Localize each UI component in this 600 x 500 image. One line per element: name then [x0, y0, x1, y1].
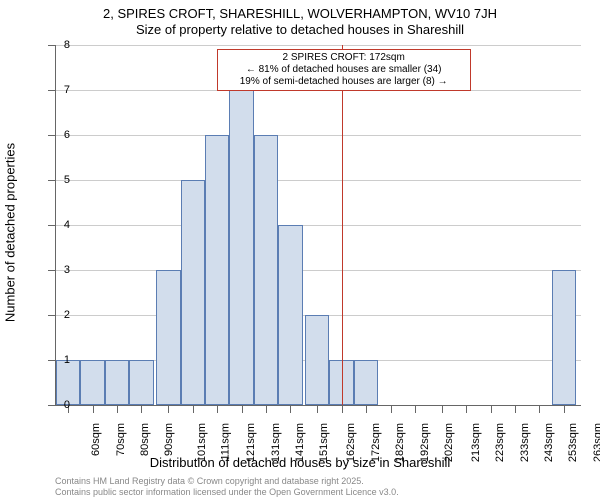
footer-copyright-1: Contains HM Land Registry data © Crown c… — [55, 476, 364, 486]
histogram-bar — [156, 270, 180, 405]
x-tick — [539, 405, 540, 413]
y-tick-label: 5 — [64, 174, 70, 186]
footer-copyright-2: Contains public sector information licen… — [55, 487, 399, 497]
x-tick — [415, 405, 416, 413]
x-tick — [317, 405, 318, 413]
x-tick — [168, 405, 169, 413]
chart-title-address: 2, SPIRES CROFT, SHARESHILL, WOLVERHAMPT… — [0, 6, 600, 21]
gridline — [56, 180, 581, 181]
x-tick — [266, 405, 267, 413]
x-tick — [193, 405, 194, 413]
y-tick-label: 7 — [64, 84, 70, 96]
x-axis-label: Distribution of detached houses by size … — [0, 455, 600, 470]
reference-line — [342, 45, 343, 405]
x-tick-label: 90sqm — [163, 423, 175, 456]
plot-area: 2 SPIRES CROFT: 172sqm← 81% of detached … — [55, 45, 581, 406]
y-tick — [48, 405, 56, 406]
x-tick — [491, 405, 492, 413]
y-tick — [48, 270, 56, 271]
annotation-line: ← 81% of detached houses are smaller (34… — [222, 64, 466, 76]
histogram-bar — [278, 225, 302, 405]
x-tick — [217, 405, 218, 413]
y-tick — [48, 225, 56, 226]
y-tick — [48, 90, 56, 91]
histogram-bar — [129, 360, 153, 405]
y-tick — [48, 315, 56, 316]
y-tick — [48, 360, 56, 361]
x-tick-label: 60sqm — [90, 423, 102, 456]
y-tick-label: 2 — [64, 309, 70, 321]
y-tick-label: 4 — [64, 219, 70, 231]
property-size-chart: 2, SPIRES CROFT, SHARESHILL, WOLVERHAMPT… — [0, 0, 600, 500]
x-tick — [391, 405, 392, 413]
x-tick — [564, 405, 565, 413]
annotation-box: 2 SPIRES CROFT: 172sqm← 81% of detached … — [217, 49, 471, 91]
x-tick-label: 80sqm — [139, 423, 151, 456]
y-tick — [48, 135, 56, 136]
x-tick — [515, 405, 516, 413]
y-tick-label: 6 — [64, 129, 70, 141]
histogram-bar — [552, 270, 576, 405]
y-tick — [48, 45, 56, 46]
x-tick — [342, 405, 343, 413]
histogram-bar — [105, 360, 129, 405]
y-axis-label: Number of detached properties — [3, 143, 18, 322]
x-tick — [141, 405, 142, 413]
annotation-line: 2 SPIRES CROFT: 172sqm — [222, 52, 466, 64]
gridline — [56, 225, 581, 226]
y-tick-label: 3 — [64, 264, 70, 276]
y-tick-label: 0 — [64, 399, 70, 411]
chart-subtitle: Size of property relative to detached ho… — [0, 22, 600, 37]
x-tick — [442, 405, 443, 413]
x-tick — [242, 405, 243, 413]
y-tick — [48, 180, 56, 181]
histogram-bar — [254, 135, 278, 405]
histogram-bar — [305, 315, 329, 405]
histogram-bar — [354, 360, 378, 405]
x-tick — [290, 405, 291, 413]
x-tick — [93, 405, 94, 413]
x-tick — [466, 405, 467, 413]
histogram-bar — [80, 360, 104, 405]
y-tick-label: 8 — [64, 39, 70, 51]
gridline — [56, 270, 581, 271]
histogram-bar — [181, 180, 205, 405]
y-tick-label: 1 — [64, 354, 70, 366]
annotation-line: 19% of semi-detached houses are larger (… — [222, 76, 466, 88]
x-tick-label: 70sqm — [115, 423, 127, 456]
histogram-bar — [205, 135, 229, 405]
histogram-bar — [229, 90, 253, 405]
gridline — [56, 135, 581, 136]
gridline — [56, 45, 581, 46]
x-tick — [366, 405, 367, 413]
x-tick — [117, 405, 118, 413]
